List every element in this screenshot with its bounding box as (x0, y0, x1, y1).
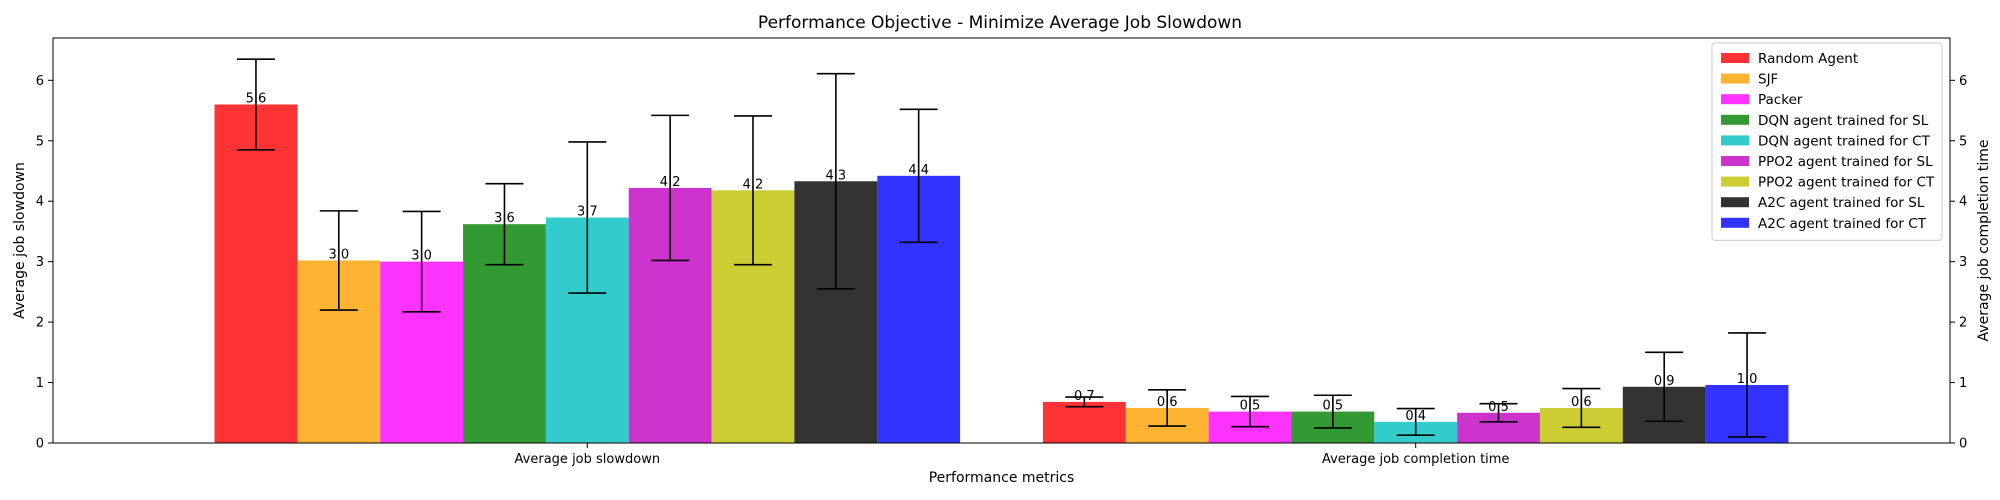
legend-label-4: DQN agent trained for CT (1758, 133, 1931, 149)
data-label-3-0: 3.6 (494, 211, 515, 226)
x-axis-label: Performance metrics (929, 470, 1075, 486)
legend-swatch-2 (1721, 94, 1749, 105)
data-label-6-0: 4.2 (743, 177, 764, 192)
y-tick-label-left-6: 6 (36, 74, 44, 89)
y-tick-label-left-5: 5 (36, 134, 44, 149)
legend-swatch-1 (1721, 73, 1749, 84)
y-axis-right: 0 1 2 3 4 5 6 (1950, 74, 1967, 452)
x-tick-label-1: Average job completion time (1322, 452, 1510, 467)
data-label-8-1: 1.0 (1737, 372, 1758, 387)
legend-swatch-8 (1721, 217, 1749, 228)
data-label-2-1: 0.5 (1240, 399, 1261, 414)
y-tick-label-right-0: 0 (1959, 437, 1967, 452)
y-tick-label-right-6: 6 (1959, 74, 1967, 89)
legend-label-5: PPO2 agent trained for SL (1758, 154, 1933, 170)
bar-0-1 (1042, 401, 1126, 443)
data-label-1-0: 3.0 (328, 247, 349, 262)
data-label-4-0: 3.7 (577, 205, 598, 220)
y-tick-label-left-3: 3 (36, 255, 44, 270)
legend-swatch-6 (1721, 176, 1749, 187)
data-label-7-0: 4.3 (825, 168, 846, 183)
bars-layer (214, 104, 1789, 443)
data-labels-layer: 5.6 0.7 3.0 0.6 3.0 0.5 3.6 0.5 3.7 0.4 4.2 0.5 4.2 0… (246, 91, 1758, 423)
y-tick-label-right-3: 3 (1959, 255, 1967, 270)
legend-label-1: SJF (1758, 72, 1778, 88)
y-tick-label-left-4: 4 (36, 195, 44, 210)
bar-0-0 (214, 104, 298, 443)
legend-label-0: Random Agent (1758, 51, 1858, 67)
y-tick-label-right-2: 2 (1959, 316, 1967, 331)
x-axis: Average job slowdown Average job completi… (515, 443, 1510, 467)
y-axis-label-left: Average job slowdown (12, 162, 28, 319)
legend-label-8: A2C agent trained for CT (1758, 216, 1927, 232)
error-bars-layer (236, 58, 1767, 438)
data-label-3-1: 0.5 (1323, 399, 1344, 414)
y-tick-label-right-5: 5 (1959, 134, 1967, 149)
data-label-0-1: 0.7 (1074, 389, 1095, 404)
legend-swatch-5 (1721, 156, 1749, 166)
legend: Random Agent SJF Packer DQN agent trained f… (1711, 42, 1943, 241)
data-label-0-0: 5.6 (246, 91, 267, 106)
data-label-6-1: 0.6 (1571, 395, 1592, 410)
legend-swatch-4 (1721, 135, 1749, 146)
data-label-1-1: 0.6 (1157, 395, 1178, 410)
data-label-2-0: 3.0 (411, 249, 432, 264)
legend-label-3: DQN agent trained for SL (1758, 113, 1929, 129)
legend-label-7: A2C agent trained for SL (1758, 195, 1925, 211)
legend-box (1711, 42, 1943, 241)
data-label-5-0: 4.2 (660, 175, 681, 190)
y-tick-label-left-2: 2 (36, 316, 44, 331)
data-label-7-1: 0.9 (1654, 374, 1675, 389)
legend-swatch-3 (1721, 114, 1749, 125)
data-label-5-1: 0.5 (1488, 400, 1509, 415)
y-axis-left: 0 1 2 3 4 5 6 (36, 74, 53, 452)
legend-label-6: PPO2 agent trained for CT (1758, 175, 1935, 191)
data-label-8-0: 4.4 (908, 163, 929, 178)
y-tick-label-right-4: 4 (1959, 195, 1967, 210)
chart-title: Performance Objective - Minimize Average… (758, 13, 1242, 33)
y-axis-label-right: Average job completion time (1976, 140, 1992, 342)
legend-label-2: Packer (1758, 92, 1803, 108)
y-tick-label-right-1: 1 (1959, 376, 1967, 391)
legend-swatch-0 (1721, 53, 1749, 63)
data-label-4-1: 0.4 (1405, 409, 1426, 424)
legend-swatch-7 (1721, 197, 1749, 208)
y-tick-label-left-1: 1 (36, 376, 44, 391)
plot-frame (52, 37, 1951, 444)
x-tick-label-0: Average job slowdown (515, 452, 661, 467)
y-tick-label-left-0: 0 (36, 437, 44, 452)
